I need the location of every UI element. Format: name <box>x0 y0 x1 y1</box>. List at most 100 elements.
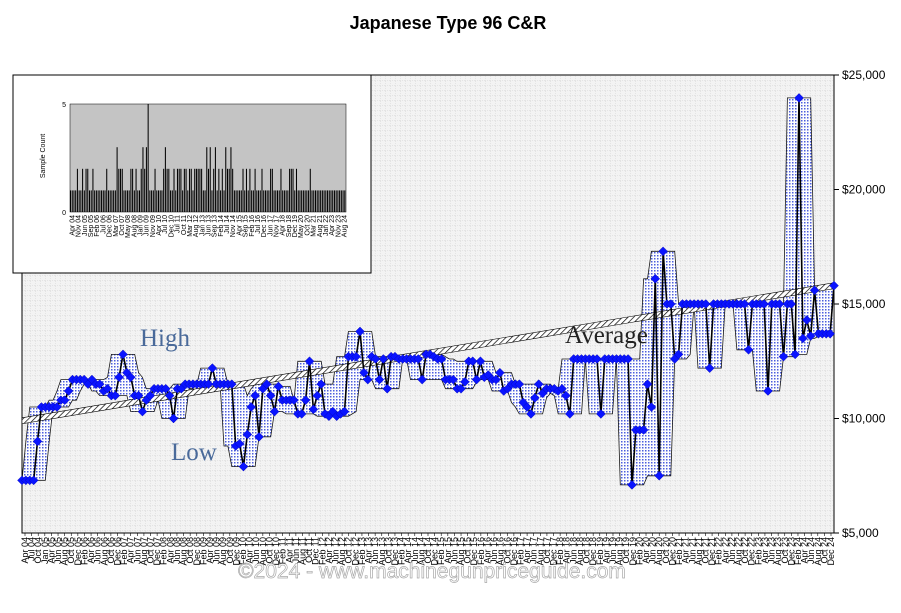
inset-x-tick-label: Jul 16 <box>255 215 262 234</box>
inset-x-tick-label: Feb 14 <box>218 215 225 237</box>
chart-title: Japanese Type 96 C&R <box>350 13 547 33</box>
price-marker <box>160 383 171 394</box>
inset-x-tick-label: Dec 10 <box>168 215 175 237</box>
inset-x-tick-label: Nov 23 <box>335 215 342 237</box>
price-marker <box>289 395 299 405</box>
price-marker <box>417 374 427 385</box>
x-tick-label: Oct 11 <box>304 537 314 563</box>
inset-bar <box>208 168 210 212</box>
price-marker <box>786 299 797 309</box>
price-marker <box>273 381 284 392</box>
inset-bar <box>171 190 173 212</box>
price-marker <box>137 406 148 417</box>
inset-x-tick-label: Dec 16 <box>261 215 268 237</box>
x-tick-label: Oct 22 <box>740 537 750 564</box>
inset-bar <box>88 190 90 212</box>
price-marker <box>63 386 74 396</box>
inset-bar <box>170 190 172 212</box>
x-tick-label: Jun 22 <box>727 537 737 564</box>
x-tick-label: Feb 10 <box>238 537 248 565</box>
price-marker <box>238 461 249 472</box>
price-marker <box>701 299 711 309</box>
inset-bar <box>256 190 258 212</box>
price-marker <box>261 379 272 389</box>
x-tick-label: Oct 14 <box>423 537 433 564</box>
inset-bar <box>206 147 208 212</box>
x-tick-label: Jun 17 <box>529 537 539 564</box>
inset-bar <box>139 190 141 212</box>
x-tick-label: Feb 15 <box>436 537 446 565</box>
inset-bars <box>70 104 346 212</box>
x-tick-label: Aug 22 <box>734 537 744 566</box>
inset-bar <box>311 190 313 212</box>
price-marker <box>52 402 62 412</box>
price-marker <box>666 299 676 309</box>
x-tick-label: Jun 14 <box>410 537 420 564</box>
inset-bar <box>116 147 118 212</box>
x-tick-label: Oct 05 <box>66 537 76 564</box>
x-tick-label: Feb 21 <box>674 537 684 565</box>
price-marker <box>460 377 470 387</box>
inset-x-ticks: Apr 04 Nov 04 Jun 05 Sep 05 Feb 06 Jul 06 Dec … <box>70 215 349 238</box>
inset-bar <box>87 168 89 212</box>
inset-bar <box>318 190 320 212</box>
inset-bar <box>175 190 177 212</box>
annotation-average: Average <box>565 322 648 349</box>
inset-bar <box>292 168 294 212</box>
inset-x-tick-label: Oct 11 <box>181 215 188 235</box>
price-marker <box>794 93 804 103</box>
x-tick-label: Jun 15 <box>449 537 459 564</box>
price-marker <box>456 383 466 394</box>
price-marker <box>114 372 124 383</box>
inset-bar <box>216 190 218 212</box>
inset-bar <box>335 190 337 212</box>
inset-x-tick-label: Feb 06 <box>94 215 101 237</box>
inset-bar <box>271 168 273 212</box>
price-marker <box>203 379 214 389</box>
inset-bar <box>275 190 277 212</box>
price-marker <box>646 402 657 412</box>
price-marker <box>565 409 575 419</box>
inset-bar <box>157 190 160 212</box>
x-tick-label: Aug 15 <box>456 537 466 566</box>
x-tick-label: Dec 05 <box>73 537 83 566</box>
inset-bar <box>282 190 284 212</box>
x-tick-label: Apr 16 <box>482 537 492 564</box>
price-marker <box>374 374 385 385</box>
price-marker <box>413 354 424 364</box>
x-tick-label: Apr 09 <box>205 537 215 564</box>
x-tick-label: Jan 05 <box>40 537 50 564</box>
inset-ytick-min: 0 <box>62 210 66 217</box>
inset-bar <box>314 190 316 212</box>
price-marker <box>654 470 664 481</box>
inset-x-tick-label: Sep 13 <box>212 215 219 237</box>
x-tick-label: Oct 04 <box>33 537 43 564</box>
price-marker <box>355 326 365 337</box>
inset-bar <box>321 190 323 212</box>
x-tick-label: Feb 23 <box>753 537 763 565</box>
inset-bar <box>209 147 211 212</box>
x-tick-label: Feb 24 <box>793 537 803 565</box>
inset-bar <box>302 190 304 212</box>
price-marker <box>436 354 447 364</box>
price-marker <box>526 409 536 419</box>
x-tick-label: Apr 15 <box>443 537 453 564</box>
inset-bar <box>325 190 327 212</box>
inset-bar <box>333 190 335 212</box>
inset-bar <box>251 190 253 212</box>
inset-bar <box>304 190 306 212</box>
inset-x-tick-label: Aug 24 <box>342 215 349 237</box>
inset-x-tick-label: Jun 09 <box>144 215 151 236</box>
inset-bar <box>185 168 187 212</box>
x-tick-label: Aug 05 <box>60 537 70 566</box>
x-tick-label: Aug 13 <box>377 537 387 566</box>
inset-bar <box>340 190 342 212</box>
inset-bar <box>90 190 92 212</box>
price-marker <box>246 402 257 412</box>
inset-bar <box>120 168 122 212</box>
inset-bar <box>156 190 158 212</box>
inset-bar <box>195 168 197 212</box>
x-tick-label: Jun 20 <box>648 537 658 564</box>
inset-x-tick-label: Sep 05 <box>88 215 95 237</box>
inset-x-tick-label: Nov 17 <box>274 215 281 237</box>
